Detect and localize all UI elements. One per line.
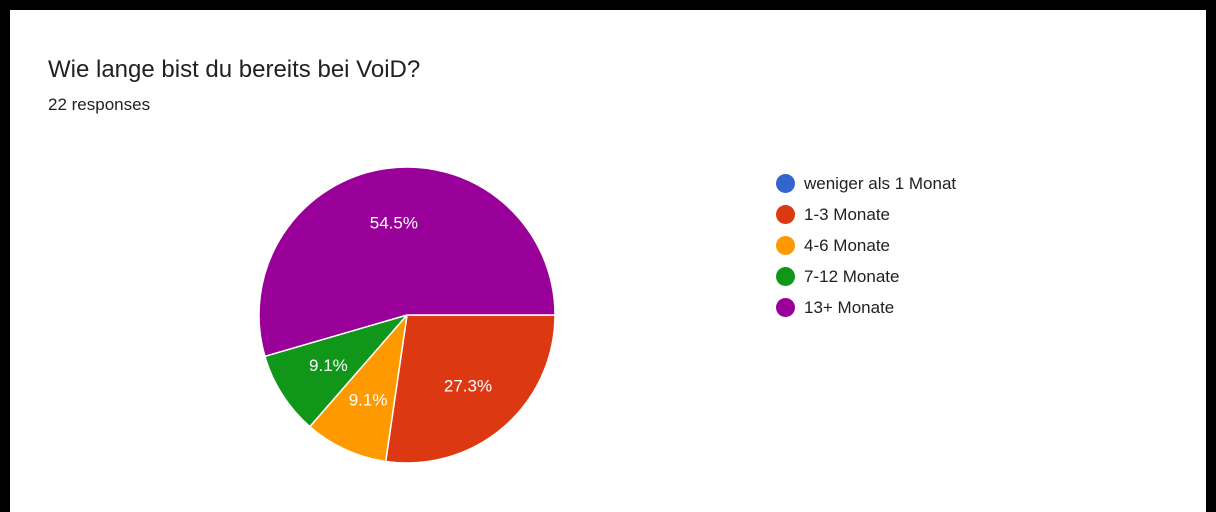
pie-slice-label-7-12-monate: 9.1%	[309, 356, 348, 375]
pie-slice-4-6-monate[interactable]	[308, 312, 409, 463]
pie-slice-label-4-6-monate: 9.1%	[349, 391, 388, 410]
chart-legend: weniger als 1 Monat 1-3 Monate 4-6 Monat…	[776, 168, 956, 323]
pie-slice-7-12-monate[interactable]	[263, 313, 410, 428]
legend-marker	[776, 174, 795, 193]
legend-marker	[776, 267, 795, 286]
legend-label: 4-6 Monate	[804, 235, 890, 255]
chart-title: Wie lange bist du bereits bei VoiD?	[48, 56, 421, 83]
legend-label: 7-12 Monate	[804, 266, 900, 286]
pie-slice-1-3-monate[interactable]	[384, 314, 556, 464]
legend-label: 13+ Monate	[804, 297, 895, 317]
legend-item-7-12-monate[interactable]: 7-12 Monate	[776, 261, 956, 292]
pie-chart: 27.3% 9.1%9.1% 54.5%	[258, 166, 556, 464]
legend-label: weniger als 1 Monat	[804, 173, 957, 193]
legend-item-1-3-monate[interactable]: 1-3 Monate	[776, 199, 956, 230]
pie-slice-label-13-plus-monate: 54.5%	[370, 214, 418, 233]
pie-slice-13-plus-monate[interactable]	[258, 166, 556, 358]
legend-item-4-6-monate[interactable]: 4-6 Monate	[776, 230, 956, 261]
legend-marker	[776, 298, 795, 317]
legend-label: 1-3 Monate	[804, 204, 890, 224]
responses-count: 22 responses	[48, 95, 151, 114]
legend-marker	[776, 205, 795, 224]
pie-slice-label-1-3-monate: 27.3%	[444, 377, 492, 396]
chart-card: Wie lange bist du bereits bei VoiD? 22 r…	[10, 10, 1206, 512]
legend-marker	[776, 236, 795, 255]
legend-item-weniger-als-1-monat[interactable]: weniger als 1 Monat	[776, 168, 956, 199]
legend-item-13-plus-monate[interactable]: 13+ Monate	[776, 292, 956, 323]
